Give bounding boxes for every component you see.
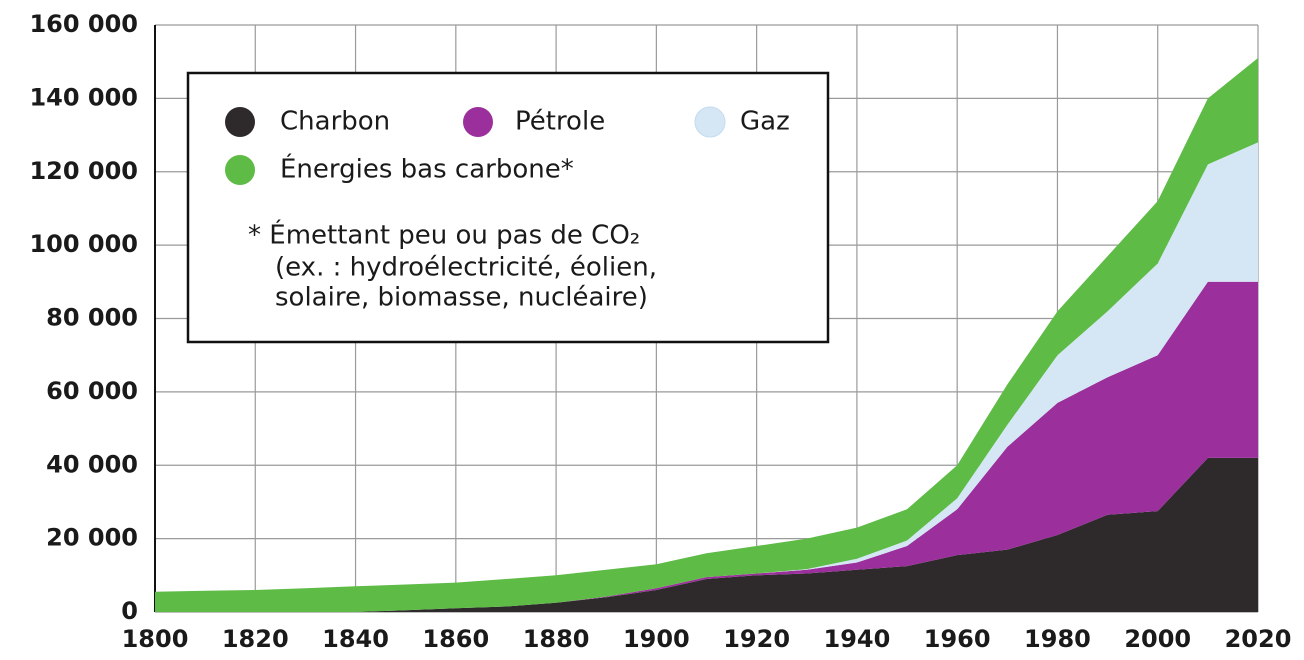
y-tick-label: 100 000 [29,230,138,258]
legend-swatch [225,107,255,137]
legend: Charbon Pétrole Gaz Énergies bas carbone* * … [186,71,830,344]
legend-swatch [225,155,255,185]
y-tick-label: 20 000 [46,524,138,552]
y-tick-label: 40 000 [46,450,138,478]
y-tick-label: 140 000 [29,83,138,111]
x-tick-label: 1900 [623,625,690,653]
y-tick-label: 80 000 [46,304,138,332]
areas [155,58,1258,612]
legend-label: Énergies bas carbone* [280,153,574,185]
legend-note: solaire, biomasse, nucléaire) [275,283,648,313]
x-tick-label: 1820 [222,625,289,653]
x-tick-label: 1920 [723,625,790,653]
area [155,281,1258,612]
x-tick-label: 1860 [422,625,489,653]
legend-note: (ex. : hydroélectricité, éolien, [275,253,657,283]
legend-note: * Émettant peu ou pas de CO₂ [248,219,640,251]
legend-label: Pétrole [515,107,605,137]
y-tick-label: 0 [121,597,138,625]
x-tick-label: 2000 [1124,625,1191,653]
legend-label: Charbon [280,107,390,137]
area [155,457,1258,612]
x-tick-label: 1980 [1024,625,1091,653]
legend-swatch [463,107,493,137]
legend-label: Gaz [740,107,790,137]
x-tick-label: 1960 [924,625,991,653]
y-tick-label: 120 000 [29,157,138,185]
x-tick-label: 1880 [523,625,590,653]
y-tick-label: 160 000 [29,10,138,38]
y-tick-label: 60 000 [46,377,138,405]
x-tick-label: 1800 [122,625,189,653]
legend-swatch [694,106,726,138]
x-tick-label: 1840 [322,625,389,653]
x-tick-label: 2020 [1225,625,1292,653]
x-tick-label: 1940 [824,625,891,653]
